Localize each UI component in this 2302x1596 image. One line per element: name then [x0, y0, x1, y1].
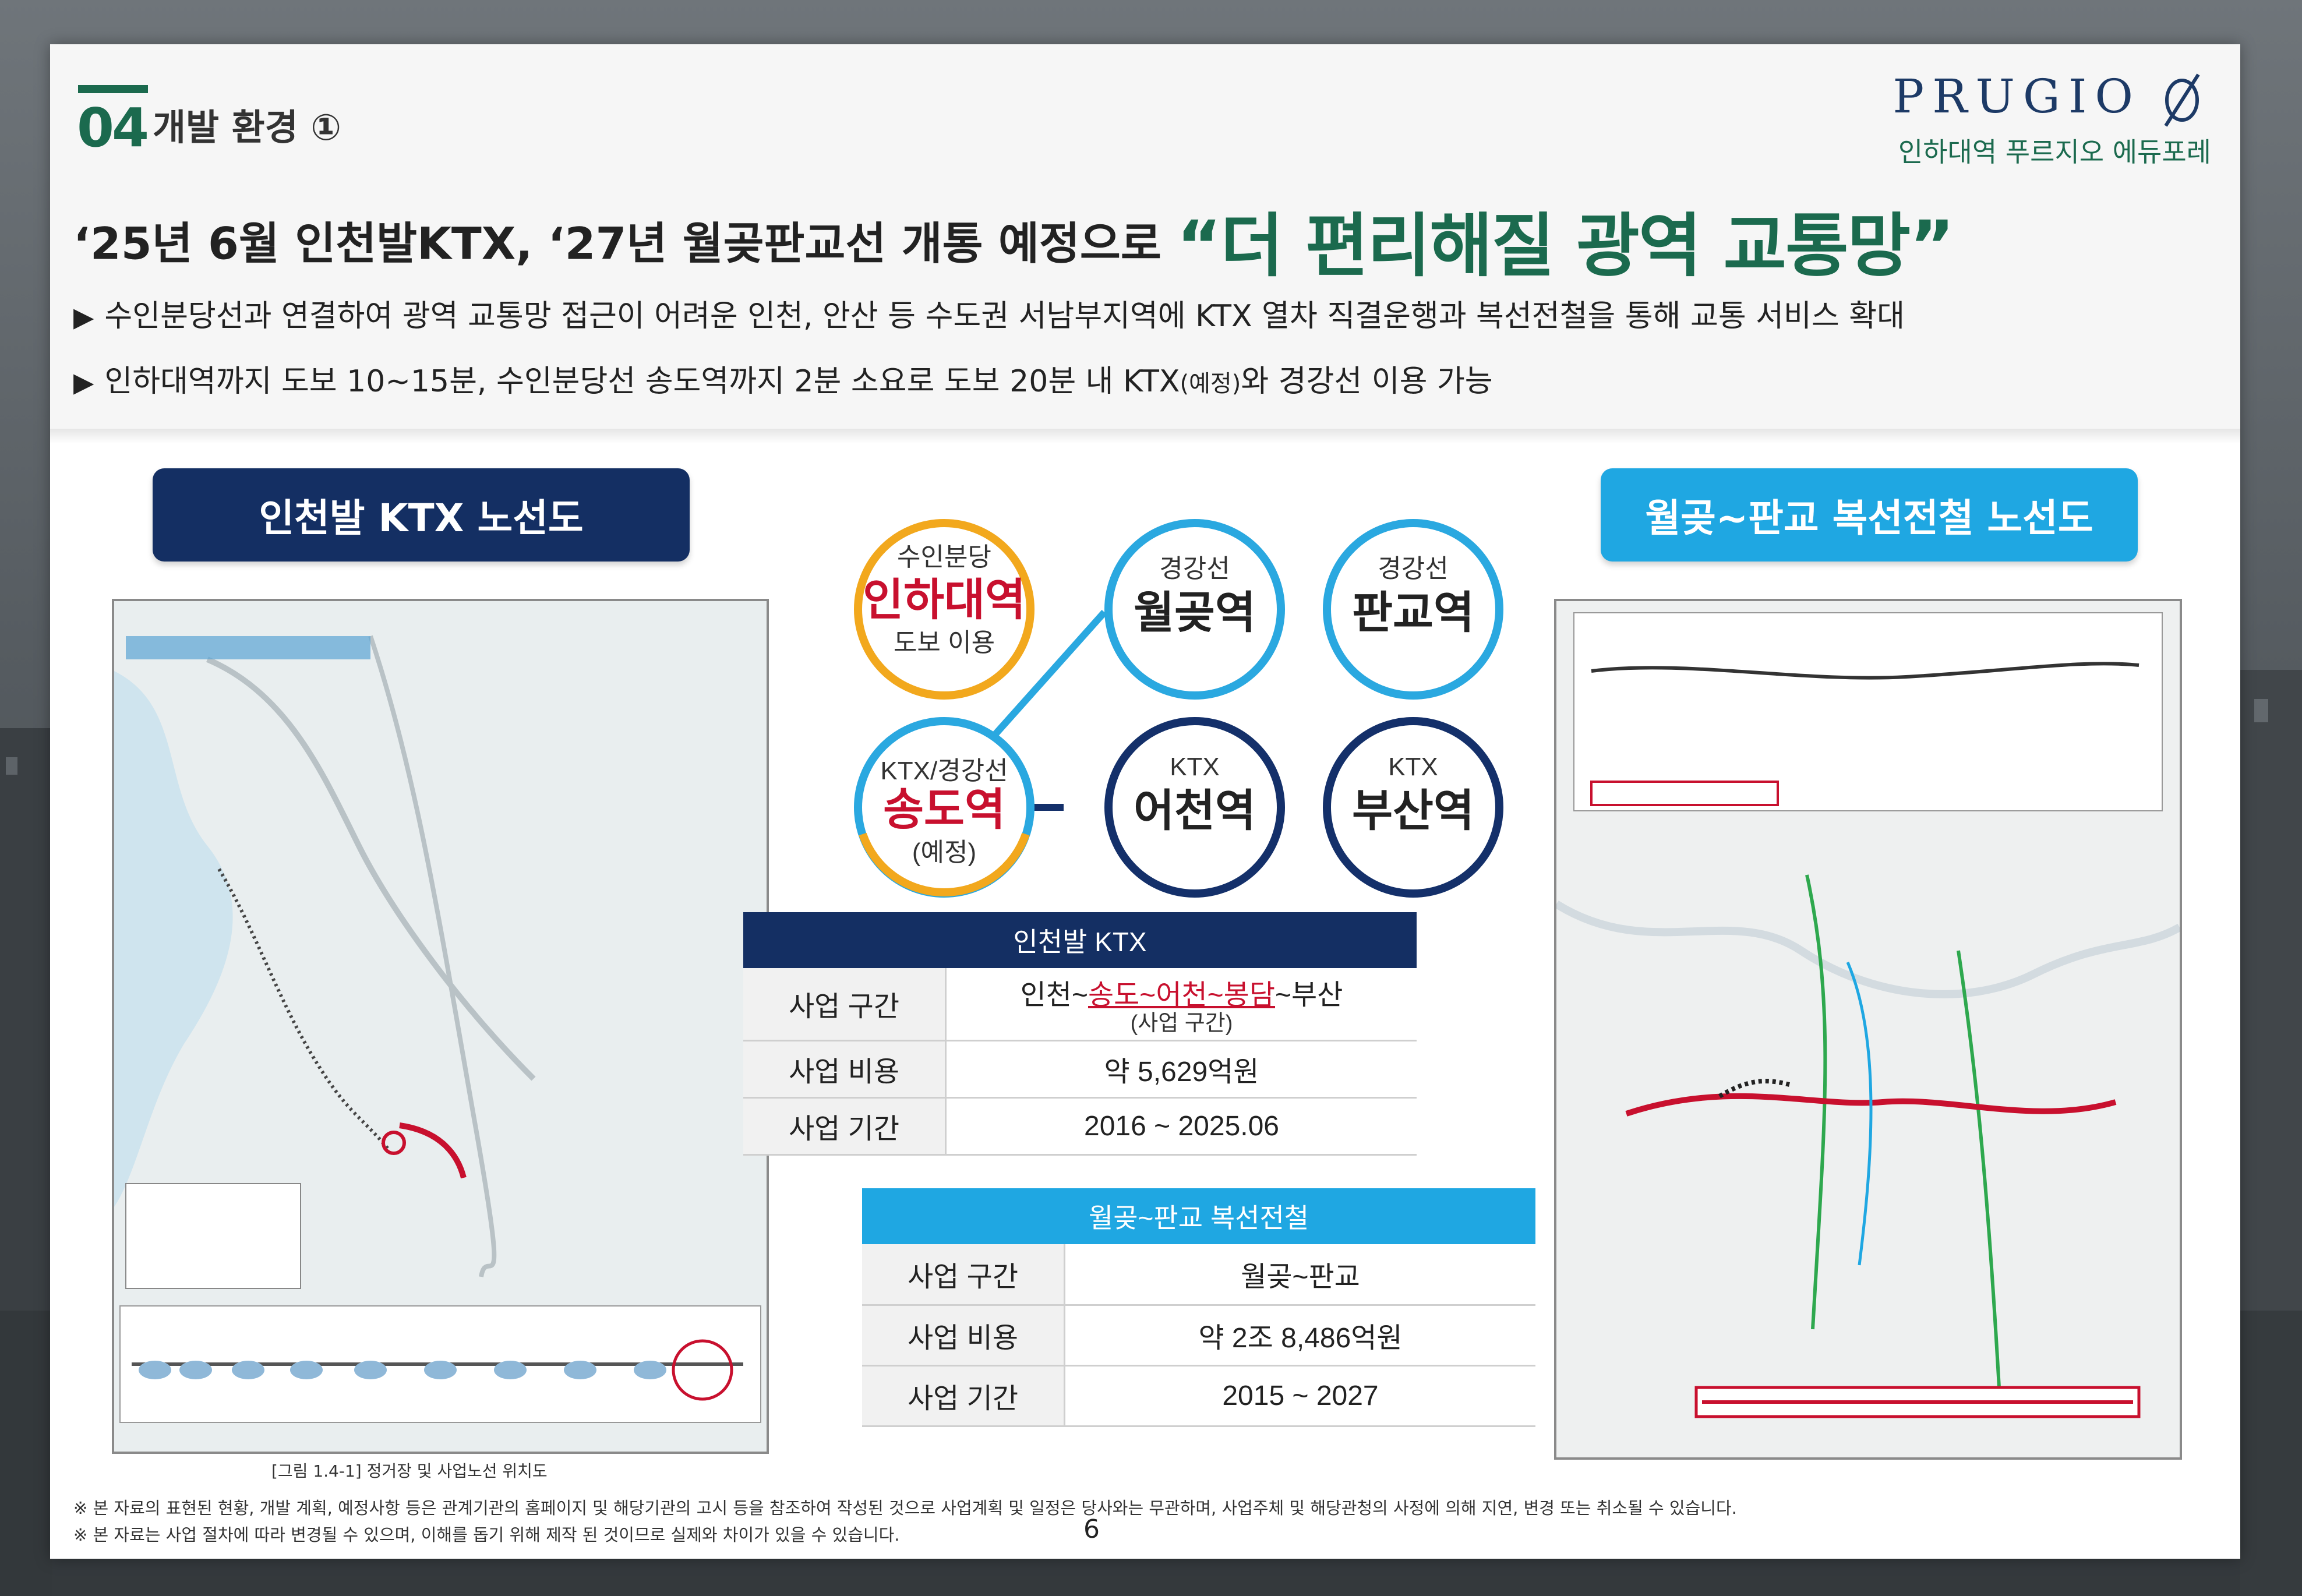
table-row: 사업 비용 약 2조 8,486억원	[862, 1305, 1535, 1367]
left-map-title: 인천발 KTX 노선도	[153, 468, 690, 562]
wolgot-pangyo-route-map	[1554, 599, 2182, 1460]
ktx-section-value: 인천~송도~어천~봉담~부산 (사업 구간)	[945, 968, 1417, 1041]
ktx-project-table: 인천발 KTX 사업 구간 인천~송도~어천~봉담~부산 (사업 구간) 사업 …	[743, 912, 1417, 1156]
table-row: 사업 기간 2016 ~ 2025.06	[743, 1097, 1417, 1156]
svg-text:경강선: 경강선	[1378, 555, 1448, 583]
table-header: 월곶~판교 복선전철	[862, 1188, 1535, 1244]
section-title: 개발 환경 ①	[153, 106, 341, 149]
footnote-2: ※ 본 자료는 사업 절차에 따라 변경될 수 있으며, 이해를 돕기 위해 제…	[73, 1525, 900, 1545]
play-triangle-icon: ▶	[73, 301, 94, 333]
prugio-slashed-o-logo-icon	[2164, 73, 2200, 127]
headline-lead: ‘25년 6월 인천발KTX, ‘27년 월곶판교선 개통 예정으로	[73, 217, 1161, 270]
right-map-title: 월곶~판교 복선전철 노선도	[1601, 468, 2138, 562]
station-connection-diagram: 수인분당 인하대역 도보 이용 경강선 월곶역 경강선 판교역 KTX/경강선 …	[854, 519, 1503, 898]
incheon-ktx-route-map	[112, 599, 769, 1454]
bullet-2: ▶ 인하대역까지 도보 10~15분, 수인분당선 송도역까지 2분 소요로 도보…	[73, 364, 1493, 399]
svg-text:KTX: KTX	[1388, 753, 1438, 781]
svg-text:(예정): (예정)	[912, 838, 976, 867]
brand-name: PRUGIO	[1893, 69, 2141, 123]
slide-page: 04 개발 환경 ① PRUGIO 인하대역 푸르지오 에듀포레 ‘25년 6월…	[50, 44, 2240, 1559]
wolgot-project-table: 월곶~판교 복선전철 사업 구간 월곶~판교 사업 비용 약 2조 8,486억…	[862, 1188, 1535, 1427]
table-row: 사업 구간 월곶~판교	[862, 1244, 1535, 1306]
svg-text:KTX: KTX	[1170, 753, 1220, 781]
svg-text:수인분당: 수인분당	[897, 543, 991, 571]
station-songdo: KTX/경강선 송도역 (예정)	[854, 717, 1035, 898]
section-accent-bar	[78, 85, 148, 93]
play-triangle-icon: ▶	[73, 366, 94, 398]
brand-logo: PRUGIO 인하대역 푸르지오 에듀포레	[1879, 73, 2217, 184]
svg-text:어천역: 어천역	[1134, 786, 1256, 836]
station-eocheon: KTX 어천역	[1104, 717, 1285, 898]
svg-text:부산역: 부산역	[1352, 786, 1474, 836]
table-header: 인천발 KTX	[743, 912, 1417, 968]
route-map-illustration	[114, 601, 767, 1452]
svg-text:판교역: 판교역	[1352, 588, 1474, 638]
page-number: 6	[1083, 1514, 1100, 1544]
route-map-illustration	[1556, 601, 2180, 1457]
section-number: 04	[77, 97, 149, 159]
brand-subtitle: 인하대역 푸르지오 에듀포레	[1898, 136, 2211, 168]
svg-text:송도역: 송도역	[883, 785, 1005, 835]
station-busan: KTX 부산역	[1323, 717, 1503, 898]
svg-text:경강선: 경강선	[1159, 555, 1230, 583]
headline-emphasis: “더 편리해질 광역 교통망”	[1176, 206, 1955, 286]
footnote-1: ※ 본 자료의 표현된 현황, 개발 계획, 예정사항 등은 관계기관의 홈페이…	[73, 1498, 1737, 1518]
table-row: 사업 기간 2015 ~ 2027	[862, 1365, 1535, 1427]
station-inha: 수인분당 인하대역 도보 이용	[854, 519, 1035, 700]
bullet-1: ▶ 수인분당선과 연결하여 광역 교통망 접근이 어려운 인천, 안산 등 수도권…	[73, 299, 1905, 334]
station-wolgot: 경강선 월곶역	[1104, 519, 1285, 700]
headline: ‘25년 6월 인천발KTX, ‘27년 월곶판교선 개통 예정으로 “더 편리해…	[73, 190, 2229, 289]
header-band	[50, 44, 2240, 429]
svg-text:인하대역: 인하대역	[863, 575, 1026, 625]
left-map-caption: [그림 1.4-1] 정거장 및 사업노선 위치도	[271, 1461, 548, 1481]
header-divider	[50, 429, 2240, 444]
svg-text:KTX/경강선: KTX/경강선	[880, 757, 1008, 785]
station-pangyo: 경강선 판교역	[1323, 519, 1503, 700]
table-row: 사업 비용 약 5,629억원	[743, 1040, 1417, 1099]
svg-text:도보 이용: 도보 이용	[894, 628, 995, 657]
svg-text:월곶역: 월곶역	[1134, 588, 1256, 638]
table-row: 사업 구간 인천~송도~어천~봉담~부산 (사업 구간)	[743, 968, 1417, 1041]
